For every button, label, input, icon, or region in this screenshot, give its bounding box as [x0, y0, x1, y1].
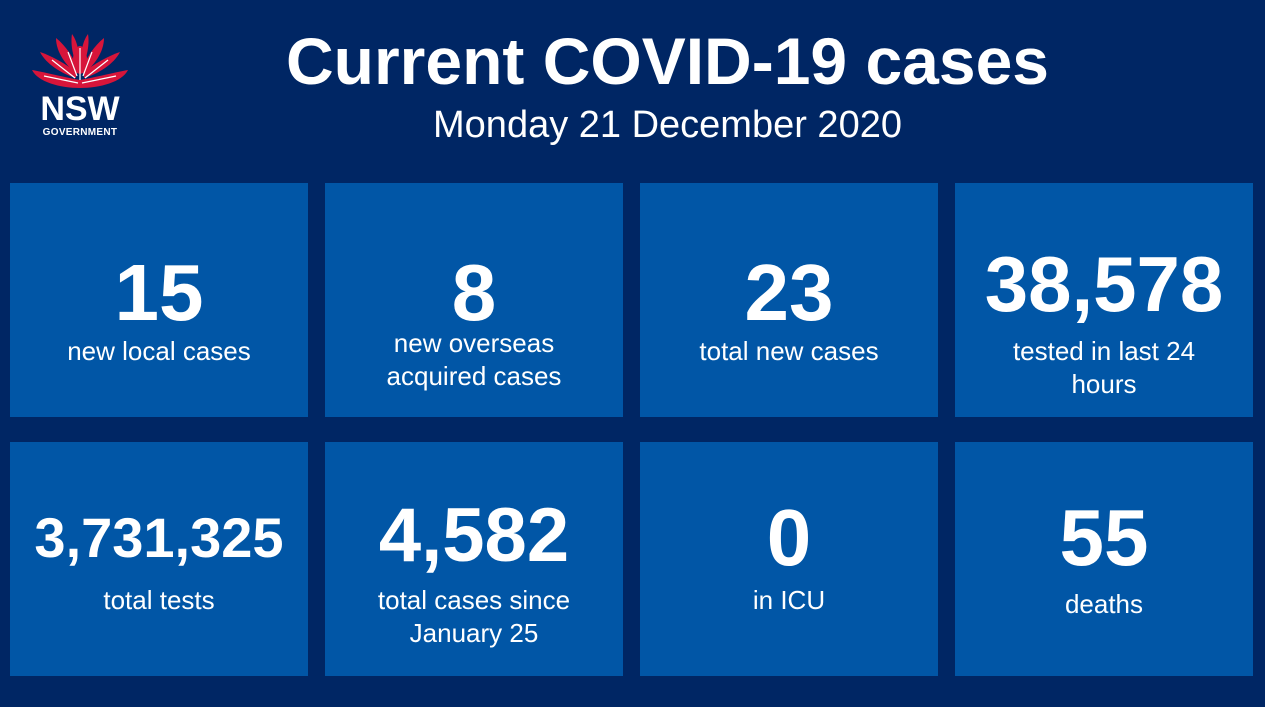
stat-value: 0: [766, 493, 812, 582]
stat-label-line: total new cases: [699, 336, 879, 366]
stat-value: 55: [1059, 493, 1149, 582]
page-title: Current COVID-19 cases: [286, 24, 1049, 98]
stat-label: deaths: [955, 588, 1253, 621]
stat-tile-tested-last-24-hours: 38,578 tested in last 24 hours: [955, 183, 1253, 417]
stat-label-line: new overseas: [393, 328, 555, 358]
stat-label-line: hours: [1071, 369, 1137, 399]
stat-value: 3,731,325: [34, 506, 284, 569]
page-date: Monday 21 December 2020: [433, 104, 902, 146]
stat-value: 15: [114, 248, 204, 337]
stat-value: 8: [451, 248, 497, 337]
stat-tile-new-overseas-cases: 8 new overseas acquired cases: [325, 183, 623, 417]
stat-label: new local cases: [10, 335, 308, 368]
stat-value: 38,578: [984, 240, 1224, 328]
stat-label: tested in last 24 hours: [955, 335, 1253, 401]
logo-government-text: GOVERNMENT: [42, 127, 118, 138]
stat-label-line: January 25: [409, 618, 539, 648]
stat-tile-new-local-cases: 15 new local cases: [10, 183, 308, 417]
stat-label-line: tested in last 24: [1012, 336, 1196, 366]
stat-label: new overseas acquired cases: [325, 327, 623, 393]
stat-label-line: acquired cases: [386, 361, 562, 391]
stat-label-line: new local cases: [67, 336, 251, 366]
stat-tile-in-icu: 0 in ICU: [640, 442, 938, 676]
stat-tile-total-tests: 3,731,325 total tests: [10, 442, 308, 676]
stat-value: 4,582: [378, 493, 570, 578]
stat-label: total new cases: [640, 335, 938, 368]
stat-label: total tests: [10, 584, 308, 617]
stat-tile-total-new-cases: 23 total new cases: [640, 183, 938, 417]
waratah-icon: [32, 34, 128, 88]
stat-value: 23: [744, 248, 834, 337]
stat-tile-total-cases-since: 4,582 total cases since January 25: [325, 442, 623, 676]
stat-label-line: deaths: [1064, 589, 1144, 619]
stat-label: total cases since January 25: [325, 584, 623, 650]
nsw-government-logo: NSW GOVERNMENT: [30, 30, 130, 142]
logo-nsw-text: NSW: [40, 90, 120, 128]
stat-label-line: in ICU: [752, 585, 826, 615]
stat-label: in ICU: [640, 584, 938, 617]
stat-label-line: total cases since: [377, 585, 571, 615]
stat-label-line: total tests: [103, 585, 215, 615]
stat-tile-deaths: 55 deaths: [955, 442, 1253, 676]
